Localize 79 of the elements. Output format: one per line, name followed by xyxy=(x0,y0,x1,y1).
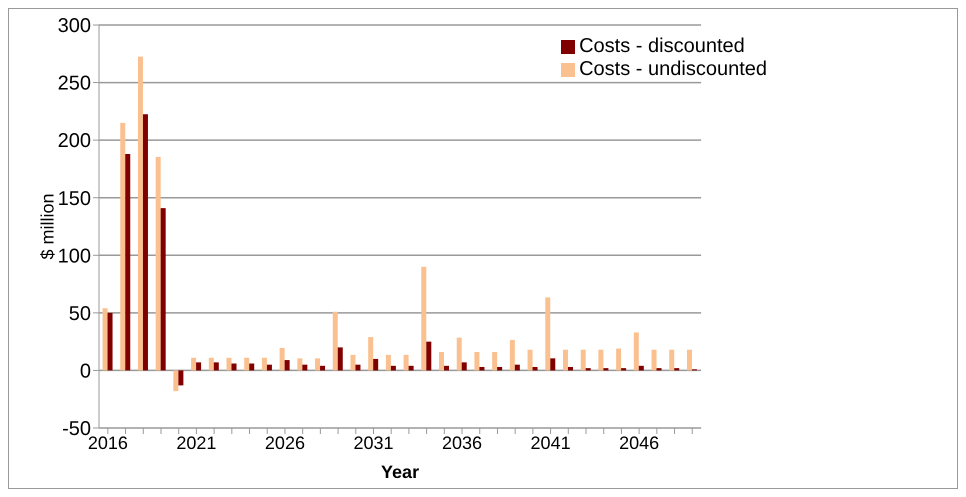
bar xyxy=(120,122,126,370)
y-tick-label: 100 xyxy=(58,245,91,268)
bar xyxy=(439,352,444,370)
bar xyxy=(408,366,414,370)
bar xyxy=(497,366,502,370)
y-tick-label: 250 xyxy=(58,72,91,95)
y-tick-label: 150 xyxy=(58,188,91,210)
bar xyxy=(390,366,396,370)
bar xyxy=(444,366,450,370)
bar xyxy=(142,114,148,370)
bar xyxy=(355,364,360,370)
bar xyxy=(108,312,113,370)
bar xyxy=(528,350,533,370)
bar xyxy=(156,156,161,370)
bar xyxy=(492,352,498,370)
bar xyxy=(173,370,178,392)
x-tick-label: 2021 xyxy=(176,432,216,453)
bar xyxy=(368,337,374,370)
bar xyxy=(404,354,409,370)
bar xyxy=(479,366,484,370)
bar xyxy=(580,350,586,370)
bar xyxy=(178,370,184,386)
bar xyxy=(266,364,272,370)
bar xyxy=(426,342,432,370)
bar xyxy=(616,348,622,370)
x-tick-label: 2031 xyxy=(353,432,394,453)
x-tick-label: 2036 xyxy=(442,432,482,453)
bar xyxy=(514,364,520,370)
bar xyxy=(320,366,326,370)
bar xyxy=(474,352,480,370)
bar xyxy=(196,362,202,370)
bar xyxy=(421,266,426,370)
x-tick-label: 2026 xyxy=(264,432,305,453)
bar xyxy=(284,360,290,370)
bar xyxy=(208,358,214,370)
bar xyxy=(226,358,232,370)
bar xyxy=(138,56,143,370)
y-axis-title: $ million xyxy=(37,193,58,260)
bar xyxy=(338,347,343,370)
bar xyxy=(462,362,467,370)
bar xyxy=(373,358,378,370)
bar xyxy=(568,366,573,370)
bar xyxy=(249,364,254,370)
bar xyxy=(669,350,674,370)
y-tick-label: 200 xyxy=(58,130,91,152)
bar xyxy=(302,364,308,370)
y-tick-label: 300 xyxy=(58,15,91,38)
bar xyxy=(315,358,320,370)
legend-label: Costs - discounted xyxy=(579,35,745,57)
legend-label: Costs - undiscounted xyxy=(579,58,767,80)
bar xyxy=(386,354,391,370)
y-tick-label: 0 xyxy=(80,360,91,383)
x-tick-label: 2046 xyxy=(619,432,660,453)
bar xyxy=(562,350,568,370)
bar xyxy=(244,358,250,370)
y-tick-label: 50 xyxy=(68,302,91,325)
bar xyxy=(280,348,285,370)
bar xyxy=(634,332,639,370)
bar xyxy=(262,358,267,370)
x-axis-title: Year xyxy=(381,462,420,482)
bar xyxy=(550,358,556,370)
x-tick-label: 2041 xyxy=(530,432,571,453)
bar xyxy=(350,354,356,370)
bar xyxy=(214,362,219,370)
bar xyxy=(160,208,166,370)
bar xyxy=(125,154,130,370)
bar xyxy=(102,308,108,370)
bar xyxy=(332,312,338,370)
bar xyxy=(545,297,550,370)
bar xyxy=(598,350,604,370)
bar xyxy=(652,350,657,370)
bar xyxy=(686,350,692,370)
bar xyxy=(191,358,196,370)
bar xyxy=(510,340,515,370)
bar xyxy=(297,358,302,370)
bar xyxy=(232,364,237,370)
bar xyxy=(532,366,538,370)
bar xyxy=(638,366,644,370)
bar xyxy=(456,338,462,370)
